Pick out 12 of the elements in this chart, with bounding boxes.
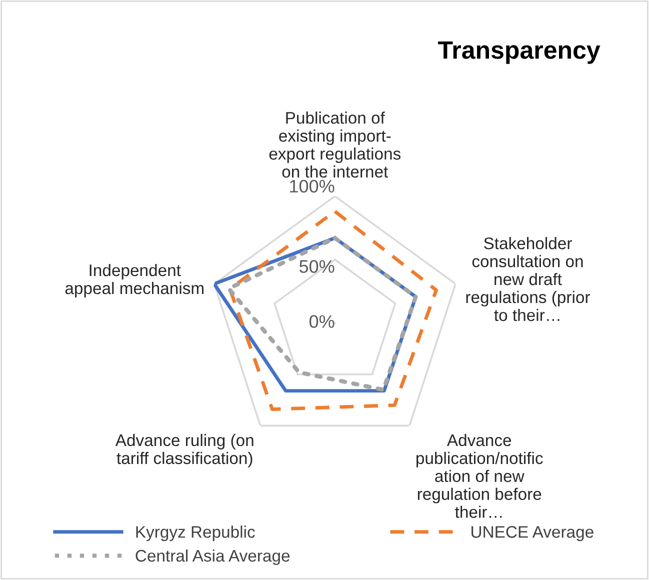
legend-label: Central Asia Average bbox=[136, 549, 290, 565]
spoke-label: Advance publication/notific ation of new regulation before their… bbox=[416, 434, 543, 518]
legend-label: UNECE Average bbox=[472, 526, 594, 542]
chart-title: Transparency bbox=[438, 41, 600, 64]
y-tick-label: 0% bbox=[309, 315, 334, 328]
spoke-label: Stakeholder consultation on new draft regulations (prior to their… bbox=[466, 237, 590, 322]
spoke-label: Advance ruling (on tariff classification) bbox=[115, 434, 254, 468]
spoke-label: Independent appeal mechanism bbox=[65, 264, 204, 298]
spoke-label: Publication of existing import- export regulations on the internet bbox=[269, 112, 401, 178]
y-tick-label: 100% bbox=[290, 180, 334, 193]
y-tick-label: 50% bbox=[299, 260, 334, 273]
legend-label: Kyrgyz Republic bbox=[136, 526, 255, 542]
